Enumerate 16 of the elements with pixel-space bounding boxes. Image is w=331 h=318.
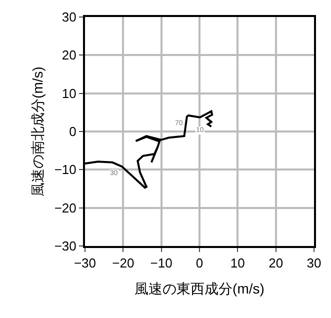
x-tick-label: 10 (230, 256, 245, 271)
y-axis-title: 風速の南北成分(m/s) (29, 66, 46, 196)
y-tick-label: 20 (62, 48, 76, 63)
y-tick-label: 10 (62, 86, 76, 101)
x-axis-title: 風速の東西成分(m/s) (134, 280, 264, 296)
y-tick-label: −20 (54, 200, 76, 216)
x-tick-label: 0 (196, 256, 204, 271)
x-tick-label: 30 (306, 256, 322, 271)
x-tick-label: −10 (150, 256, 172, 271)
y-tick-label: 30 (62, 10, 76, 25)
y-tick-label: −10 (54, 162, 76, 178)
x-tick-label: 20 (268, 256, 284, 271)
y-tick-label: 0 (69, 124, 76, 140)
x-tick-label: −20 (112, 256, 134, 271)
y-tick-label: −30 (54, 238, 76, 254)
x-tick-label: −30 (74, 256, 96, 271)
